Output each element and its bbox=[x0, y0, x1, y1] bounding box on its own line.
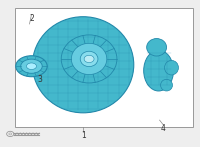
Text: 4: 4 bbox=[161, 124, 166, 133]
Ellipse shape bbox=[147, 39, 167, 56]
Ellipse shape bbox=[26, 63, 36, 70]
Ellipse shape bbox=[71, 43, 107, 75]
Text: 1: 1 bbox=[81, 131, 85, 140]
Ellipse shape bbox=[161, 79, 172, 91]
Text: 2: 2 bbox=[29, 14, 34, 23]
Ellipse shape bbox=[165, 60, 178, 75]
Ellipse shape bbox=[144, 50, 173, 91]
Ellipse shape bbox=[21, 59, 42, 73]
Ellipse shape bbox=[32, 17, 134, 113]
Ellipse shape bbox=[16, 56, 47, 77]
Ellipse shape bbox=[80, 51, 98, 67]
Circle shape bbox=[84, 55, 94, 63]
Text: 3: 3 bbox=[37, 75, 42, 84]
Bar bbox=[15, 8, 193, 127]
